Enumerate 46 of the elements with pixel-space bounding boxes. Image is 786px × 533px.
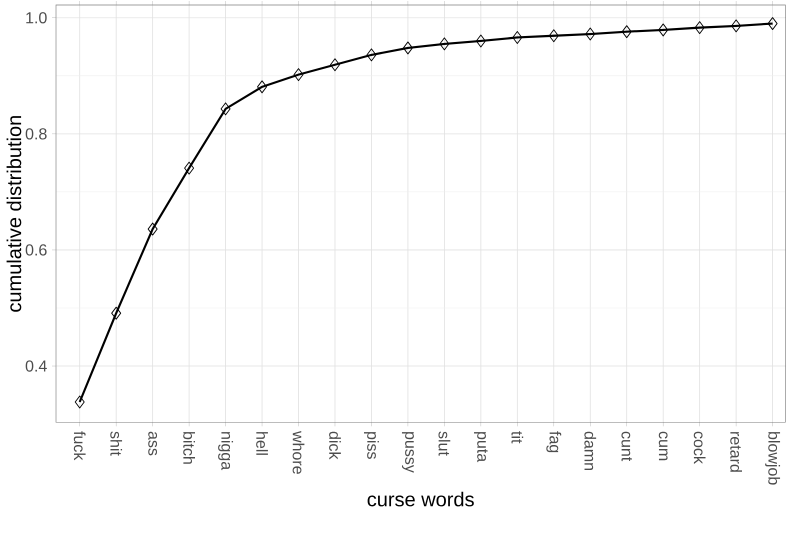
- point: [220, 102, 231, 116]
- point: [257, 80, 268, 94]
- point: [694, 21, 705, 34]
- point: [768, 17, 778, 30]
- point: [366, 48, 376, 62]
- point: [148, 222, 158, 236]
- x-tick-label: fuck: [74, 431, 86, 460]
- x-tick-label: whore: [292, 431, 304, 474]
- point: [74, 396, 85, 408]
- y-tick-label: 0.4: [26, 360, 47, 372]
- x-tick-label: pussy: [402, 432, 414, 473]
- point: [294, 68, 304, 82]
- y-tick-label: 0.6: [26, 244, 47, 256]
- point: [184, 162, 194, 175]
- x-tick-label: nigga: [218, 432, 234, 470]
- x-tick-label: ass: [148, 432, 158, 456]
- x-tick-label: cock: [694, 432, 706, 464]
- x-tick-label: hell: [256, 432, 268, 455]
- point: [476, 34, 486, 48]
- x-axis-title: curse words: [368, 492, 474, 506]
- x-tick-label: cum: [658, 432, 668, 460]
- point: [111, 306, 122, 320]
- point: [439, 37, 450, 50]
- x-tick-label: cunt: [621, 432, 632, 462]
- x-tick-label: fag: [546, 431, 562, 452]
- point: [731, 19, 742, 32]
- y-tick-label: 0.8: [26, 128, 47, 140]
- point: [622, 25, 632, 38]
- x-tick-label: retard: [730, 432, 742, 472]
- y-tick-label: 1.0: [26, 12, 47, 24]
- x-tick-label: bitch: [183, 432, 195, 464]
- x-tick-label: blowjob: [765, 432, 780, 485]
- x-tick-label: shit: [110, 431, 122, 456]
- point: [402, 41, 413, 54]
- x-tick-label: slut: [438, 431, 450, 456]
- x-tick-label: dick: [329, 432, 341, 460]
- point: [512, 31, 522, 44]
- x-tick-label: tit: [511, 431, 524, 444]
- x-tick-label: damn: [584, 432, 596, 470]
- point: [548, 29, 559, 42]
- point: [585, 28, 596, 40]
- y-axis-title: cumulative distribution: [6, 116, 22, 312]
- point: [658, 23, 668, 36]
- x-tick-label: piss: [364, 432, 379, 459]
- point: [330, 58, 340, 72]
- x-tick-label: puta: [474, 432, 488, 462]
